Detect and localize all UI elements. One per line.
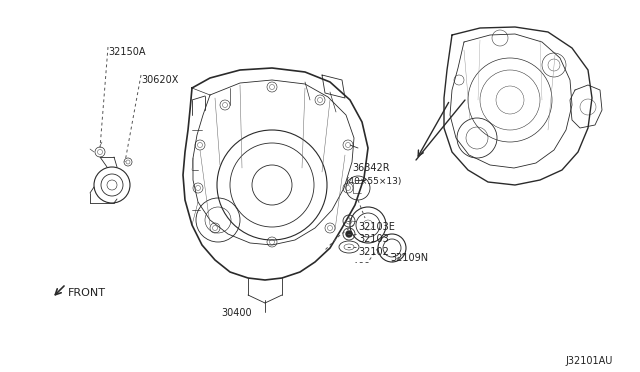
Text: 32150A: 32150A — [108, 47, 145, 57]
Text: J32101AU: J32101AU — [565, 356, 612, 366]
Text: 32102: 32102 — [358, 247, 389, 257]
Text: 32109N: 32109N — [390, 253, 428, 263]
Text: 32103: 32103 — [358, 234, 388, 244]
Text: 30620X: 30620X — [141, 75, 179, 85]
Text: 30400: 30400 — [221, 308, 252, 318]
Text: 36342R: 36342R — [352, 163, 390, 173]
Text: (40×55×13): (40×55×13) — [345, 177, 401, 186]
Text: FRONT: FRONT — [68, 288, 106, 298]
Circle shape — [346, 231, 352, 237]
Text: 32103E: 32103E — [358, 222, 395, 232]
